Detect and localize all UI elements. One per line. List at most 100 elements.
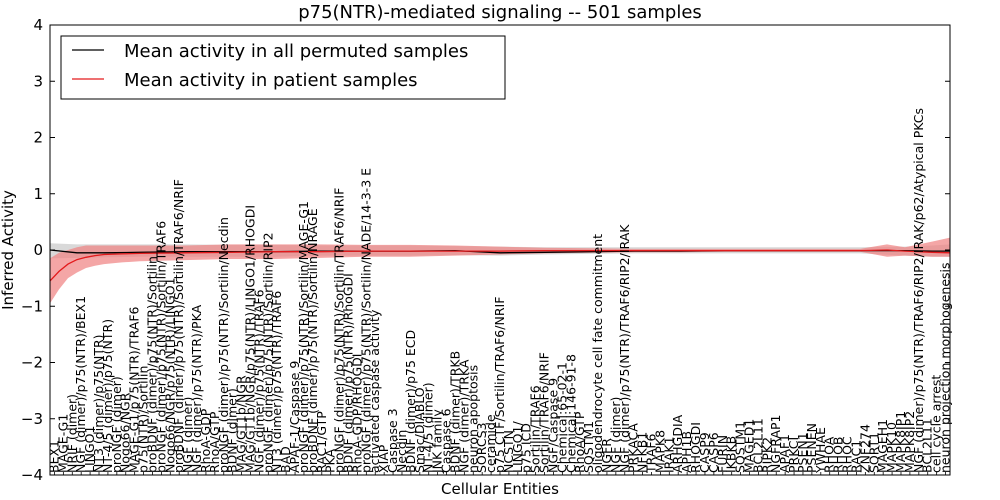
x-category-label: p75 CTF/Sortilin/TRAF6/NRIF — [492, 297, 507, 473]
x-category-label: proNGF (dimer)/p75(NTR)/Sortilin/RIP2 — [260, 232, 275, 473]
x-category-label: NRIF (dimer) — [64, 394, 79, 473]
x-category-label: XIAP — [376, 444, 391, 473]
x-category-label: NFKB1 — [635, 432, 650, 473]
x-category-label: Smac/DIABLO — [412, 387, 427, 473]
y-tick-label: −2 — [21, 354, 43, 372]
x-category-label: SQSTM1 — [581, 421, 596, 473]
y-tick-label: 3 — [33, 72, 43, 90]
x-category-label: IKBKB — [724, 436, 739, 473]
x-category-label: NT3 (dimer)/p75(NTR) — [91, 334, 106, 473]
x-category-label: NT-4/5 (dimer)/p75(NTR) — [100, 319, 115, 473]
x-category-label: RAC1 — [848, 440, 863, 473]
x-category-label: NGF (dimer)/p75(NTR)/TRAF6/RIP2/IRAK/p62… — [911, 108, 926, 473]
x-category-label: BDNF (dimer)/TRKB — [447, 351, 462, 473]
x-category-label: LINGO1/ — [510, 421, 525, 473]
x-category-label: NCSTN — [501, 430, 516, 473]
legend-box — [60, 35, 506, 100]
x-category-label: MAG/GT1b/NGR/p75(NTR)/LINGO1/RHOGDI — [243, 205, 258, 473]
chart-title: p75(NTR)-mediated signaling -- 501 sampl… — [298, 2, 702, 23]
x-category-label: MAG/GT1b/NGR — [234, 375, 249, 473]
y-tick-label: 1 — [33, 185, 43, 203]
x-category-label: proNGF (dimer)/p75(NTR)/Sortilin/Necdin — [216, 217, 231, 473]
x-category-label: cell cycle arrest — [929, 375, 944, 473]
x-axis-title: Cellular Entities — [441, 480, 559, 498]
x-category-label: NGF (dimer)/p75(NTR)/TRAF6 — [251, 289, 266, 473]
x-category-label: proBDNF (dimer)/p75(NTR)/Sortilin/TRAF6/… — [171, 179, 186, 473]
x-category-label: MAPK10 — [884, 422, 899, 473]
x-category-label: RhoA-GDP — [198, 408, 213, 473]
x-category-label: BDNF (dimer) — [225, 388, 240, 473]
x-category-label: oligodendrocyte cell fate commitment — [590, 234, 605, 473]
x-category-label: RhoA/GTP — [572, 411, 587, 473]
x-category-label: ZNF274 — [857, 424, 872, 473]
x-category-label: RhoA-GDP/RHOGDI — [349, 354, 364, 473]
x-category-label: MAPK8IP1 — [893, 411, 908, 473]
x-category-label: APH1B — [679, 431, 694, 473]
x-category-label: NGF (dimer)/p75(NTR)/TRAF6/RIP2/IRAK — [617, 224, 632, 473]
x-category-label: RAC1/GTP — [314, 411, 329, 473]
x-category-label: BDNF (dimer)/p75 ECD — [403, 330, 418, 473]
y-tick-label: 0 — [33, 241, 43, 259]
y-tick-label: −1 — [21, 297, 43, 315]
x-category-label: activated caspase activity — [367, 309, 382, 473]
x-category-label: Caspase 3 — [385, 408, 400, 473]
x-category-label: SORT1 — [866, 432, 881, 473]
x-category-label: p75(NTR)/Sortilin — [136, 366, 151, 473]
x-category-label: neuron projection morphogenesis — [938, 262, 953, 473]
x-category-label: MAGED1 — [742, 419, 757, 473]
x-category-label: proNGF (dimer)/p75(NTR)/Sortilin/NADE/14… — [358, 168, 373, 473]
x-category-label: NGF (dimer)/p75(NTR)/PKA — [189, 304, 204, 473]
x-category-label: IRAK1 — [661, 436, 676, 473]
legend-label-permuted: Mean activity in all permuted samples — [124, 41, 468, 62]
x-category-label: PSEN1 — [795, 432, 810, 473]
x-category-label: NGFR — [599, 438, 614, 473]
legend: Mean activity in all permuted samples Me… — [60, 35, 506, 100]
x-category-label: NGF (dimer) — [608, 397, 623, 473]
x-category-label: Sortilin/TRAF6/NRIF — [537, 352, 552, 473]
x-category-label: Caspase 6 — [439, 408, 454, 473]
x-category-label: proNGF (dimer)/p75(NTR)/Sortilin/TRAF6/N… — [332, 188, 347, 473]
x-category-label: RHOGDI — [688, 422, 703, 473]
x-category-label: SQSTM1 — [733, 421, 748, 473]
x-category-label: PKA — [323, 448, 338, 473]
x-category-label: MAGE-G1 — [55, 414, 70, 473]
x-category-label: NT-4/5 (dimer) — [421, 382, 436, 473]
x-category-label: ceramide — [483, 414, 498, 473]
x-category-label: BCL2L11 — [750, 418, 765, 473]
x-category-label: Chemical:65-02-1 — [554, 362, 569, 473]
patient-band — [50, 237, 950, 304]
x-category-label: p75 ICD — [519, 423, 534, 473]
x-category-label: Nogo66/NGR/p75(NTR)/LINGO1 — [162, 277, 177, 473]
x-category-label: proBDNF (dimer)/p75(NTR)/Sortilin/NRAGE — [305, 208, 320, 473]
x-category-label: neuron apoptosis — [465, 365, 480, 473]
x-category-label: NGF (dimer)/TRKA — [456, 359, 471, 473]
x-category-label: MAPK8IP2 — [902, 411, 917, 473]
x-category-label: proNGF (dimer)/p75(NTR)/Sortilin/MAGE-G1 — [296, 201, 311, 473]
x-category-label: CASP9 — [697, 432, 712, 473]
patient-line — [49, 249, 951, 282]
x-category-label: RIPK2 — [759, 437, 774, 473]
x-category-label: NGFRAP1 — [768, 415, 783, 473]
x-category-label: MAPK8 — [652, 430, 667, 473]
x-category-label: BCL2L11 — [920, 418, 935, 473]
x-category-label: MAGEH1 — [875, 419, 890, 473]
x-category-label: BAD — [278, 446, 293, 473]
y-axis-title: Inferred Activity — [0, 190, 17, 310]
x-category-label: NGF (dimer)/p75(NTR)/BEX1 — [73, 296, 88, 473]
y-tick-label: 4 — [33, 16, 43, 34]
x-category-label: Chemical:146-91-8 — [563, 354, 578, 473]
x-category-label: MAGE-G1/p75(NTR)/TRAF6 — [127, 306, 142, 473]
x-category-label: LINGO1 — [82, 426, 97, 473]
x-category-label: TRAF6 — [644, 433, 659, 474]
x-category-label: APAF1 — [777, 434, 792, 473]
y-tick-label: 2 — [33, 129, 43, 147]
y-tick-label: −4 — [21, 466, 43, 484]
x-category-label: proNGF (dimer) — [109, 376, 124, 473]
x-category-label: Necdin — [394, 430, 409, 473]
x-category-label: RhoA/GTP — [207, 411, 222, 473]
x-category-label: PSENEN — [804, 423, 819, 473]
legend-label-patient: Mean activity in patient samples — [124, 70, 418, 91]
x-category-label: BDNF (dimer)/p75(NTR)/RhoGDI — [341, 273, 356, 473]
x-category-label: CASP6 — [706, 432, 721, 473]
